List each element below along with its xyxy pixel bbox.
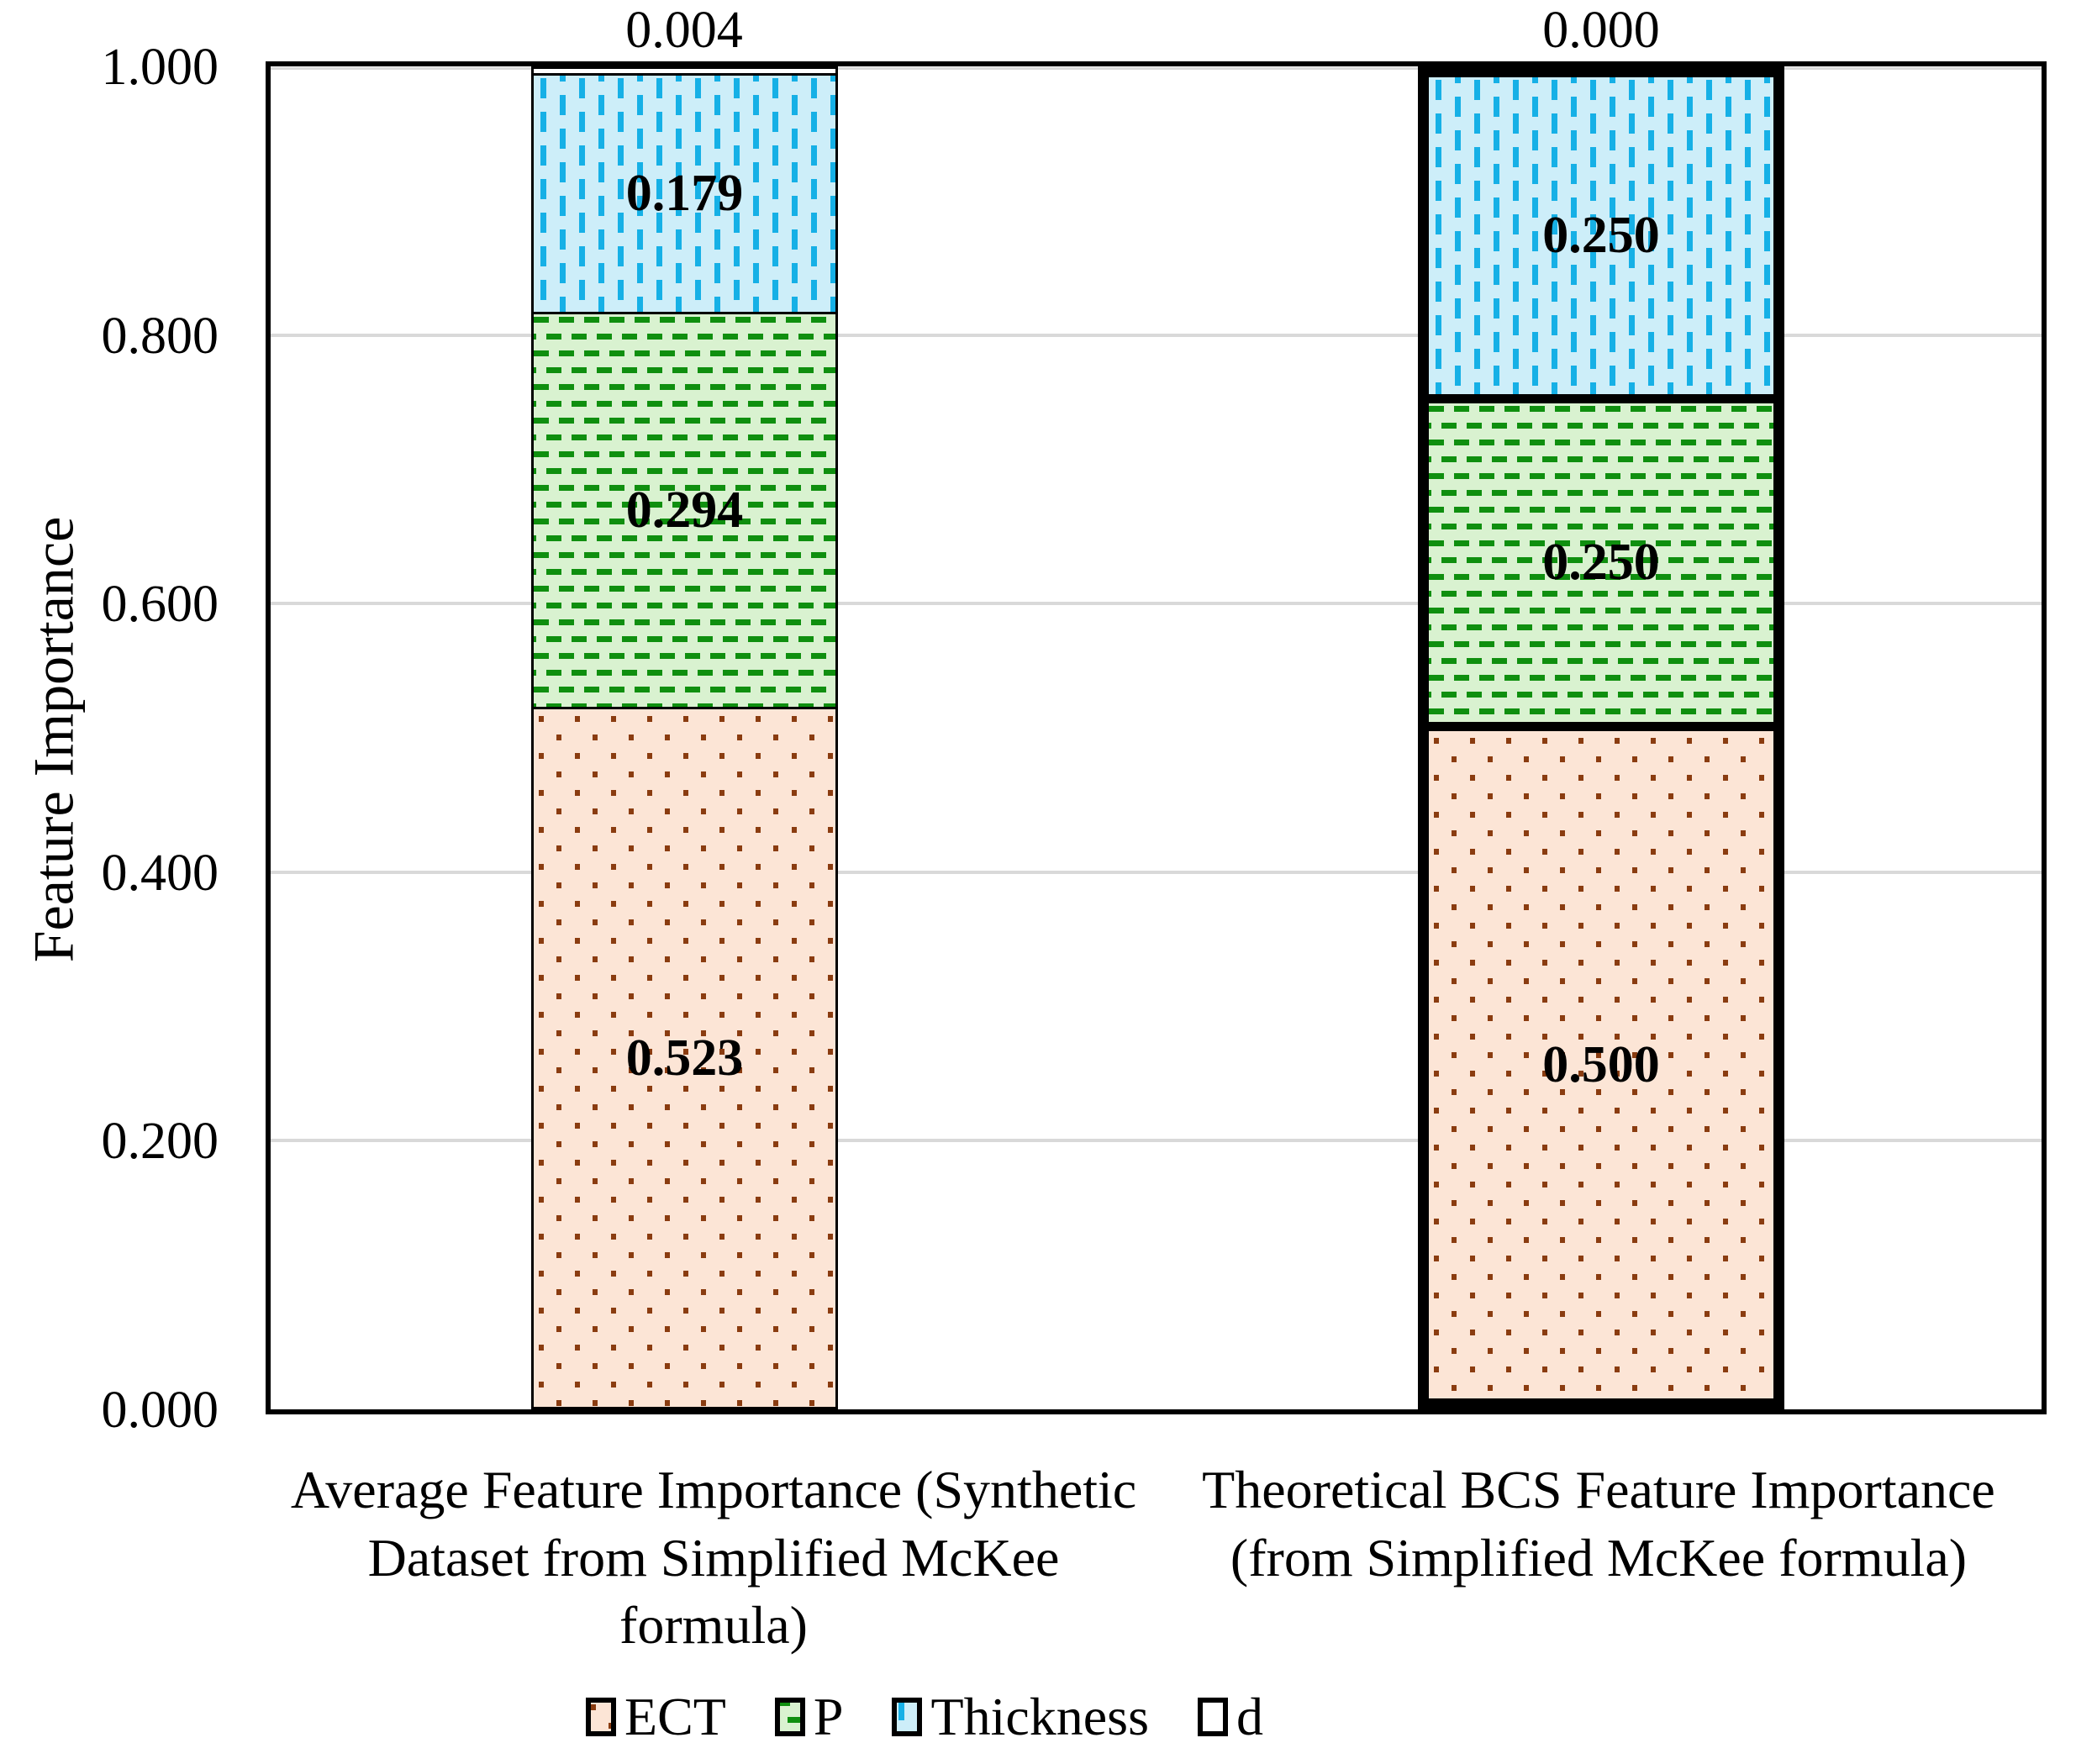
gridline-1.000 — [271, 67, 2042, 70]
bar1-segment-p: 0.294 — [534, 314, 835, 709]
y-tick-0.600: 0.600 — [101, 576, 219, 633]
dot-pattern — [1429, 731, 1773, 1398]
dot-pattern — [534, 709, 835, 1407]
bar2-p-value: 0.250 — [1542, 534, 1660, 591]
x-label-average-feature-importance: Average Feature Importance (Synthetic Da… — [243, 1456, 1184, 1660]
legend-label-ect: ECT — [624, 1687, 726, 1746]
y-tick-0.200: 0.200 — [101, 1113, 219, 1170]
bar-theoretical-bcs-feature-importance: 0.250 0.250 0.500 — [1418, 66, 1784, 1409]
legend-swatch-ect — [586, 1698, 617, 1736]
vertical-dash-pattern — [534, 76, 835, 312]
bar-average-feature-importance: 0.179 0.294 0.523 — [531, 66, 838, 1409]
horizontal-dash-pattern — [534, 314, 835, 707]
gridline-0.800 — [271, 334, 2042, 337]
legend-label-p: P — [813, 1687, 844, 1746]
y-tick-1.000: 1.000 — [101, 39, 219, 96]
bar2-ect-value: 0.500 — [1542, 1035, 1660, 1093]
legend-swatch-p — [774, 1698, 805, 1736]
x-label-line: Theoretical BCS Feature Importance — [1202, 1460, 1995, 1519]
legend-swatch-thickness — [892, 1698, 923, 1736]
y-tick-0.000: 0.000 — [101, 1382, 219, 1439]
legend-item-p: P — [774, 1683, 844, 1751]
x-label-line: Average Feature Importance (Synthetic — [290, 1460, 1137, 1519]
bar2-segment-thickness: 0.250 — [1429, 77, 1773, 403]
plot-area: 0.179 0.294 0.523 0.250 0.250 — [266, 61, 2047, 1414]
y-tick-0.400: 0.400 — [101, 845, 219, 902]
x-label-line: formula) — [619, 1595, 808, 1656]
gridline-0.400 — [271, 871, 2042, 874]
legend-swatch-d — [1197, 1698, 1228, 1736]
x-label-theoretical-bcs: Theoretical BCS Feature Importance (from… — [1128, 1456, 2069, 1592]
bar2-top-label: 0.000 — [1542, 2, 1660, 59]
bar1-top-label: 0.004 — [625, 2, 743, 59]
legend-item-thickness: Thickness — [892, 1683, 1149, 1751]
gridline-0.600 — [271, 602, 2042, 605]
bar1-p-value: 0.294 — [625, 482, 744, 539]
x-label-line: Dataset from Simplified McKee — [367, 1527, 1060, 1588]
bar2-segment-ect: 0.500 — [1429, 731, 1773, 1398]
horizontal-dash-pattern — [1429, 403, 1773, 722]
legend-label-thickness: Thickness — [930, 1687, 1149, 1746]
bar1-segment-ect: 0.523 — [534, 709, 835, 1407]
legend: ECT P Thickness d — [0, 1683, 1963, 1751]
x-label-line: (from Simplified McKee formula) — [1230, 1527, 1968, 1588]
y-tick-0.800: 0.800 — [101, 308, 219, 365]
vertical-dash-pattern — [1429, 77, 1773, 394]
legend-item-ect: ECT — [586, 1683, 726, 1751]
gridline-0.200 — [271, 1139, 2042, 1142]
bar1-segment-thickness: 0.179 — [534, 76, 835, 314]
bar1-thickness-value: 0.179 — [625, 165, 744, 222]
bar1-ect-value: 0.523 — [625, 1029, 744, 1087]
bar1-segment-d — [534, 69, 835, 76]
legend-label-d: d — [1236, 1687, 1263, 1746]
bar2-segment-p: 0.250 — [1429, 403, 1773, 731]
legend-item-d: d — [1197, 1683, 1263, 1751]
bar2-thickness-value: 0.250 — [1542, 207, 1660, 264]
